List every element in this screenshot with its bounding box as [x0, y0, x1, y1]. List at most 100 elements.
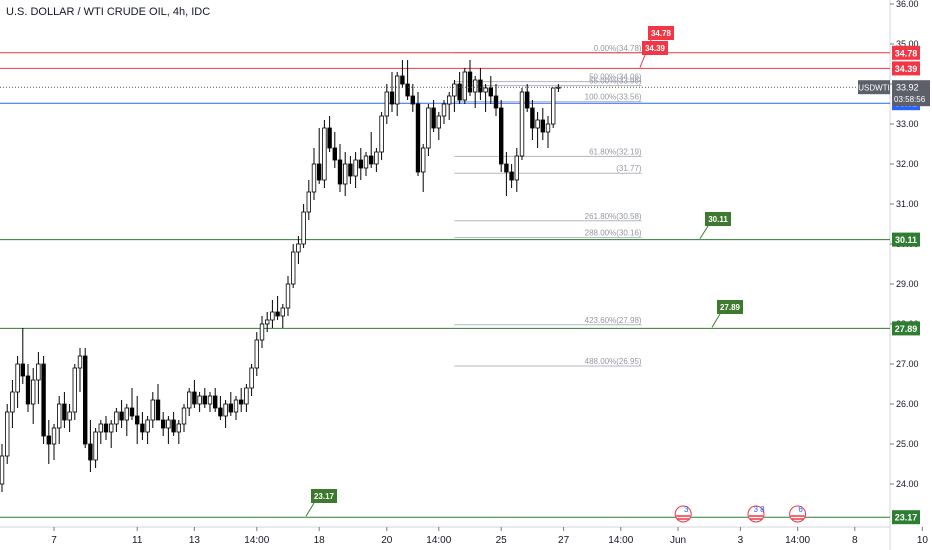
candle-body [342, 163, 348, 185]
candle-body [83, 355, 88, 445]
candle [280, 304, 285, 328]
candle [88, 420, 93, 472]
candle-body [483, 87, 488, 93]
candle-body [332, 147, 337, 161]
candle [186, 388, 192, 416]
price-axis-badge [892, 321, 920, 336]
candle-body [223, 403, 228, 417]
candle-body [472, 79, 478, 93]
callout-label: 34.78 [651, 29, 672, 38]
chart-title: U.S. DOLLAR / WTI CRUDE OIL, 4h, IDC [6, 6, 211, 18]
candle-body [160, 419, 166, 429]
fib-level-label: 50.00%(34.06) [589, 73, 642, 82]
y-tick-label: 25.00 [896, 439, 919, 449]
candle [51, 424, 57, 460]
candle-body [119, 411, 124, 421]
candle-body [150, 399, 155, 421]
candle [72, 364, 77, 420]
candle [467, 60, 473, 96]
candle-body [72, 367, 77, 413]
callout-box [311, 489, 337, 503]
price-axis-badge [892, 232, 920, 247]
callout-pointer [711, 313, 721, 328]
fib-level-label: 488.00%(26.95) [585, 357, 642, 366]
candle [254, 332, 259, 376]
event-marker-icon: 6 [789, 505, 807, 523]
candle [306, 180, 311, 220]
event-marker-flag [676, 515, 691, 520]
candle-body [186, 391, 192, 409]
x-tick-label: 7 [51, 535, 57, 546]
candle-body [77, 355, 83, 369]
candle [525, 84, 530, 112]
callout-box [717, 300, 743, 314]
x-tick-label: 14:00 [608, 535, 633, 546]
candle [348, 156, 353, 184]
fib-level-label: 423.60%(27.98) [585, 316, 642, 325]
candle [415, 92, 421, 176]
candle-body [540, 119, 545, 133]
candle-body [415, 103, 421, 173]
candle-body [374, 151, 379, 165]
candle-body [405, 83, 410, 97]
y-tick-label: 31.00 [896, 199, 919, 209]
callout-box [705, 212, 731, 226]
y-tick-label: 35.00 [896, 39, 919, 49]
candle-body [218, 407, 223, 417]
candle [192, 380, 197, 408]
candle-body [514, 155, 519, 181]
x-tick-label: 27 [558, 535, 570, 546]
candle-body [285, 283, 291, 309]
candle [483, 84, 488, 112]
candle [290, 244, 296, 288]
candle-body [134, 415, 140, 425]
candle [20, 328, 25, 384]
x-tick-label: 8 [852, 535, 858, 546]
candle-body [316, 163, 322, 181]
candle [374, 148, 379, 172]
candle-body [57, 403, 62, 429]
candle-body [25, 375, 31, 405]
candle [36, 352, 41, 404]
candle-body [384, 91, 389, 117]
price-axis-badge-label: 23.17 [895, 513, 918, 523]
candle [93, 428, 98, 468]
candle [5, 404, 10, 464]
current-price-badge [892, 80, 930, 107]
candle-body [51, 427, 57, 445]
y-tick-label: 24.00 [896, 479, 919, 489]
candle [83, 348, 88, 448]
candle [134, 396, 140, 444]
candle-body [20, 363, 25, 377]
candle-body [358, 159, 363, 169]
candle [140, 412, 145, 440]
x-tick-label: 25 [496, 535, 508, 546]
candle-body [264, 319, 270, 325]
candle [155, 384, 161, 421]
candle [436, 112, 441, 140]
event-marker-flag [790, 515, 805, 520]
candle [441, 100, 447, 124]
candle [498, 100, 504, 172]
candle-body [166, 419, 171, 429]
candle [244, 384, 249, 412]
candle-body [337, 159, 343, 185]
candle [322, 120, 327, 188]
candle-body [530, 107, 535, 129]
x-tick-label: 18 [314, 535, 326, 546]
candle [15, 356, 20, 408]
price-axis-badge [892, 45, 920, 60]
candle-body [301, 211, 306, 245]
candle-body [410, 95, 415, 105]
candle-body [353, 159, 358, 177]
candle [301, 204, 306, 248]
candle-body [244, 387, 249, 405]
symbol-badge [858, 80, 890, 95]
callout-pointer [305, 502, 315, 517]
y-tick-label: 26.00 [896, 399, 919, 409]
candle-body [379, 115, 384, 153]
callout-label: 30.11 [708, 215, 728, 224]
fib-level-label: 100.00%(33.56) [585, 93, 642, 102]
fib-level-label: (31.77) [616, 164, 642, 173]
